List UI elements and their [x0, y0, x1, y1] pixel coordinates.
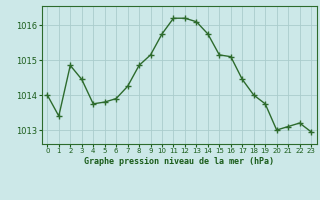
X-axis label: Graphe pression niveau de la mer (hPa): Graphe pression niveau de la mer (hPa) — [84, 157, 274, 166]
